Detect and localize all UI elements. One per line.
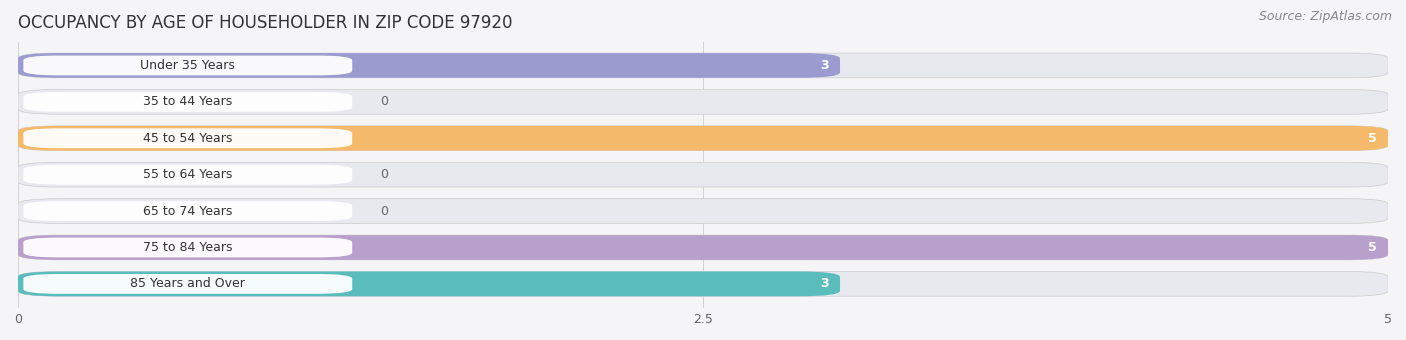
Text: 3: 3 xyxy=(821,277,830,290)
FancyBboxPatch shape xyxy=(18,126,1388,151)
Text: 0: 0 xyxy=(380,95,388,108)
FancyBboxPatch shape xyxy=(24,238,353,257)
FancyBboxPatch shape xyxy=(18,272,839,296)
FancyBboxPatch shape xyxy=(24,129,353,148)
Text: 3: 3 xyxy=(821,59,830,72)
Text: 55 to 64 Years: 55 to 64 Years xyxy=(143,168,232,181)
FancyBboxPatch shape xyxy=(18,89,1388,114)
Text: 85 Years and Over: 85 Years and Over xyxy=(131,277,245,290)
FancyBboxPatch shape xyxy=(18,272,1388,296)
Text: 35 to 44 Years: 35 to 44 Years xyxy=(143,95,232,108)
FancyBboxPatch shape xyxy=(24,274,353,294)
Text: 5: 5 xyxy=(1368,132,1376,145)
Text: 45 to 54 Years: 45 to 54 Years xyxy=(143,132,232,145)
Text: 65 to 74 Years: 65 to 74 Years xyxy=(143,205,232,218)
Text: 5: 5 xyxy=(1368,241,1376,254)
FancyBboxPatch shape xyxy=(18,53,1388,78)
FancyBboxPatch shape xyxy=(18,235,1388,260)
FancyBboxPatch shape xyxy=(24,201,353,221)
FancyBboxPatch shape xyxy=(18,235,1388,260)
FancyBboxPatch shape xyxy=(18,53,839,78)
Text: OCCUPANCY BY AGE OF HOUSEHOLDER IN ZIP CODE 97920: OCCUPANCY BY AGE OF HOUSEHOLDER IN ZIP C… xyxy=(18,14,512,32)
Text: 0: 0 xyxy=(380,205,388,218)
Text: 0: 0 xyxy=(380,168,388,181)
FancyBboxPatch shape xyxy=(18,162,1388,187)
FancyBboxPatch shape xyxy=(24,165,353,185)
Text: 75 to 84 Years: 75 to 84 Years xyxy=(143,241,232,254)
Text: Source: ZipAtlas.com: Source: ZipAtlas.com xyxy=(1258,10,1392,23)
FancyBboxPatch shape xyxy=(18,199,1388,223)
FancyBboxPatch shape xyxy=(24,92,353,112)
FancyBboxPatch shape xyxy=(18,126,1388,151)
Text: Under 35 Years: Under 35 Years xyxy=(141,59,235,72)
FancyBboxPatch shape xyxy=(24,55,353,75)
